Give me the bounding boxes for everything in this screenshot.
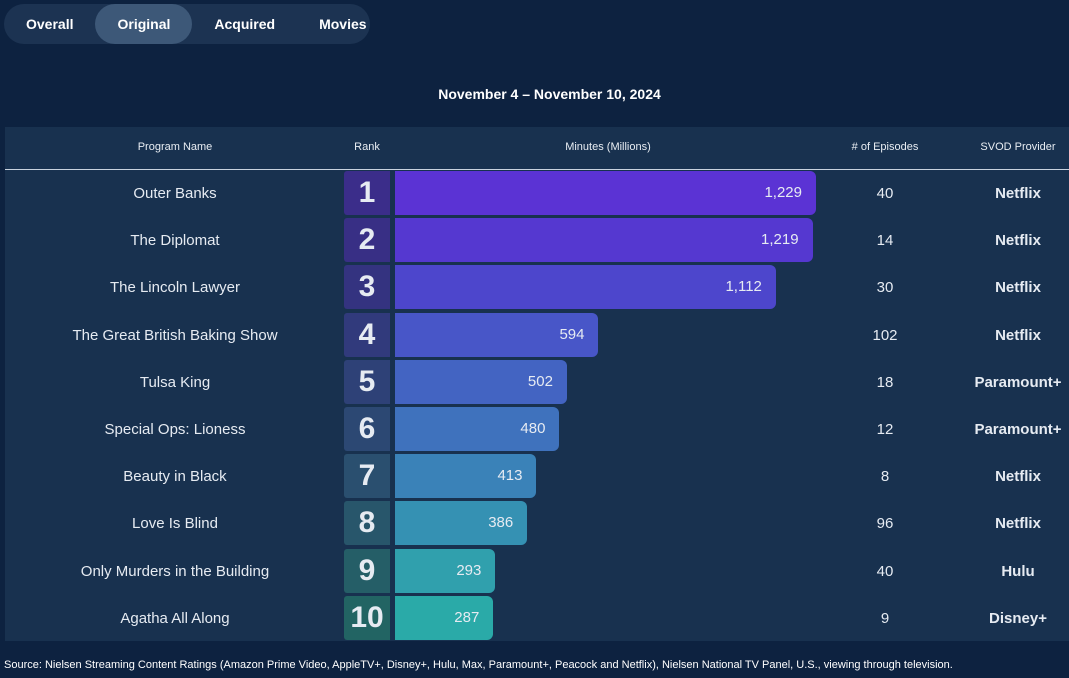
rank-badge: 4 xyxy=(344,312,390,357)
table-row: Special Ops: Lioness 6 480 12 Paramount+ xyxy=(5,406,1069,453)
episode-count: 18 xyxy=(876,373,894,391)
minutes-value-label: 413 xyxy=(497,467,523,485)
svod-provider: Netflix xyxy=(995,515,1041,533)
tab-overall[interactable]: Overall xyxy=(26,16,74,32)
rank-badge: 1 xyxy=(344,171,390,215)
minutes-bar: 480 xyxy=(395,407,560,451)
rank-badge: 9 xyxy=(344,548,390,593)
minutes-value-label: 594 xyxy=(559,325,585,343)
episode-count: 12 xyxy=(876,421,894,438)
program-name: The Diplomat xyxy=(130,232,220,250)
table-row: Outer Banks 1 1,229 40 Netflix xyxy=(5,170,1069,217)
table-row: Love Is Blind 8 386 96 Netflix xyxy=(5,500,1069,547)
tab-original[interactable]: Original xyxy=(95,4,193,44)
minutes-bar: 594 xyxy=(395,312,599,357)
svod-provider: Paramount+ xyxy=(974,421,1062,438)
episode-count: 102 xyxy=(872,326,898,344)
rank-badge: 6 xyxy=(344,407,390,451)
program-name: The Lincoln Lawyer xyxy=(109,279,241,297)
ranking-table: Program Name Rank Minutes (Millions) # o… xyxy=(5,127,1069,641)
minutes-value-label: 480 xyxy=(520,420,546,437)
minutes-bar: 413 xyxy=(395,454,537,499)
svod-provider: Disney+ xyxy=(989,609,1047,627)
rank-badge: 3 xyxy=(344,265,390,310)
svod-provider: Paramount+ xyxy=(974,373,1062,391)
minutes-value-label: 1,229 xyxy=(764,184,802,201)
minutes-value-label: 1,112 xyxy=(725,278,762,296)
rank-badge: 2 xyxy=(344,218,390,263)
column-header-program: Program Name xyxy=(137,141,213,153)
svod-provider: Netflix xyxy=(995,468,1041,486)
table-row: Agatha All Along 10 287 9 Disney+ xyxy=(5,595,1069,642)
program-name: Outer Banks xyxy=(133,185,217,202)
episode-count: 40 xyxy=(876,562,894,580)
rank-badge: 5 xyxy=(344,359,390,404)
svod-provider: Netflix xyxy=(995,326,1041,344)
column-header-rank: Rank xyxy=(354,141,380,153)
tab-movies[interactable]: Movies xyxy=(319,16,367,32)
program-name: Agatha All Along xyxy=(120,609,230,627)
table-row: The Great British Baking Show 4 594 102 Netf… xyxy=(5,312,1069,359)
episode-count: 96 xyxy=(876,515,894,533)
minutes-bar: 386 xyxy=(395,501,528,546)
minutes-value-label: 293 xyxy=(456,561,482,579)
table-row: Beauty in Black 7 413 8 Netflix xyxy=(5,453,1069,500)
table-row: The Lincoln Lawyer 3 1,112 30 Netflix xyxy=(5,264,1069,311)
program-name: Only Murders in the Building xyxy=(80,562,270,580)
episode-count: 9 xyxy=(880,609,890,627)
column-header-episodes: # of Episodes xyxy=(851,141,919,153)
episode-count: 8 xyxy=(880,468,890,486)
program-name: Love Is Blind xyxy=(132,515,218,533)
minutes-bar: 293 xyxy=(395,548,496,593)
category-tabs: Overall Original Acquired Movies xyxy=(4,4,370,44)
table-header: Program Name Rank Minutes (Millions) # o… xyxy=(5,127,1069,170)
minutes-bar: 502 xyxy=(395,359,567,404)
episode-count: 40 xyxy=(876,185,894,202)
minutes-value-label: 287 xyxy=(454,608,480,626)
program-name: Special Ops: Lioness xyxy=(104,421,246,438)
minutes-bar: 287 xyxy=(395,595,494,640)
minutes-bar: 1,112 xyxy=(395,265,776,310)
minutes-value-label: 386 xyxy=(488,514,514,532)
table-row: Tulsa King 5 502 18 Paramount+ xyxy=(5,359,1069,406)
svod-provider: Hulu xyxy=(1001,562,1035,580)
minutes-value-label: 1,219 xyxy=(761,231,799,249)
tab-acquired[interactable]: Acquired xyxy=(214,16,276,32)
rank-badge: 10 xyxy=(344,595,390,640)
program-name: Tulsa King xyxy=(139,373,211,391)
episode-count: 14 xyxy=(876,232,894,250)
minutes-bar: 1,219 xyxy=(395,218,813,263)
minutes-bar: 1,229 xyxy=(395,171,816,215)
svod-provider: Netflix xyxy=(995,279,1041,297)
rank-badge: 8 xyxy=(344,501,390,546)
program-name: Beauty in Black xyxy=(123,468,227,486)
svod-provider: Netflix xyxy=(995,232,1041,250)
column-header-provider: SVOD Provider xyxy=(980,141,1056,153)
svod-provider: Netflix xyxy=(995,185,1041,202)
episode-count: 30 xyxy=(876,279,894,297)
chart-title: November 4 – November 10, 2024 xyxy=(438,86,661,102)
source-note: Source: Nielsen Streaming Content Rating… xyxy=(4,659,953,671)
table-row: The Diplomat 2 1,219 14 Netflix xyxy=(5,217,1069,264)
minutes-value-label: 502 xyxy=(527,372,553,390)
table-row: Only Murders in the Building 9 293 40 Hulu xyxy=(5,548,1069,595)
rank-badge: 7 xyxy=(344,454,390,499)
column-header-minutes: Minutes (Millions) xyxy=(565,141,651,153)
program-name: The Great British Baking Show xyxy=(72,326,278,344)
